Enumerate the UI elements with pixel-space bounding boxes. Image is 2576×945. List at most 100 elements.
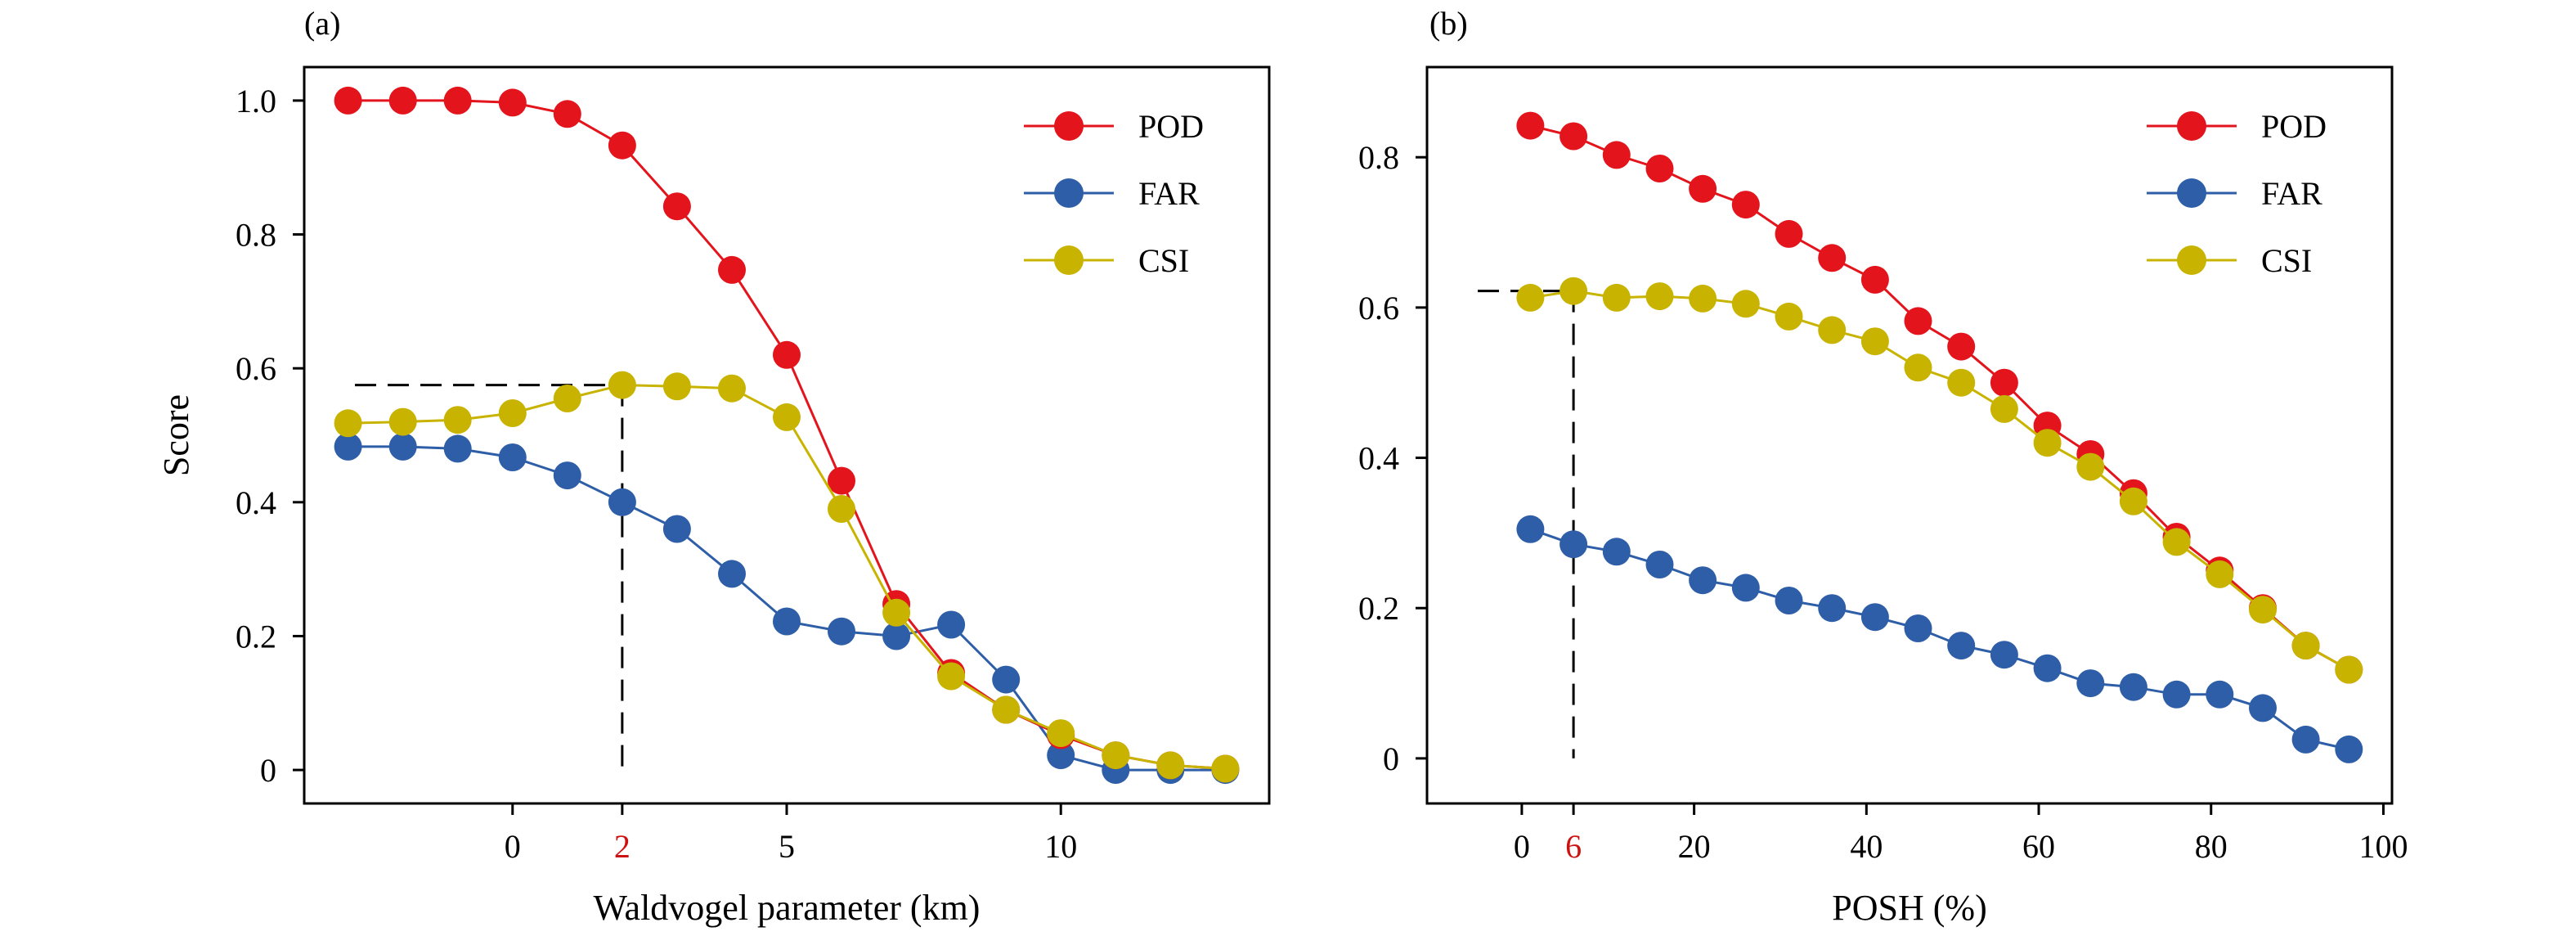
data-point-pod (1775, 219, 1803, 248)
data-point-csi (2206, 560, 2234, 588)
data-point-pod (498, 88, 527, 117)
data-point-csi (1860, 327, 1889, 356)
data-point-far (2033, 654, 2062, 682)
data-point-pod (1904, 307, 1932, 335)
data-point-far (2249, 694, 2277, 722)
panel-label: (a) (304, 5, 340, 42)
y-tick-label: 0.8 (236, 217, 276, 254)
y-tick-label: 0 (1383, 740, 1399, 777)
data-point-csi (937, 662, 966, 691)
data-point-far (1904, 614, 1932, 642)
y-tick-label: 0.6 (236, 350, 276, 387)
data-point-csi (1990, 394, 2018, 423)
legend-marker (1054, 111, 1084, 141)
data-point-pod (773, 340, 801, 369)
data-point-far (1775, 587, 1803, 614)
data-point-far (2335, 735, 2363, 763)
data-point-far (498, 443, 527, 471)
legend-marker (1054, 245, 1084, 275)
data-point-far (2119, 673, 2147, 701)
data-point-far (1818, 594, 1847, 623)
y-tick-label: 0.6 (1358, 290, 1399, 326)
data-point-far (388, 432, 417, 461)
data-point-csi (2249, 596, 2277, 624)
data-point-far (1516, 515, 1545, 543)
y-tick-label: 1.0 (236, 83, 276, 119)
data-point-csi (1602, 283, 1631, 312)
legend-marker (2177, 178, 2206, 208)
data-point-far (937, 610, 966, 639)
data-point-far (992, 665, 1021, 694)
data-point-csi (662, 372, 691, 401)
panel-label: (b) (1429, 5, 1468, 42)
series-pod (334, 86, 1240, 783)
series-line-pod (348, 99, 1226, 770)
series-line-pod (1530, 124, 2350, 671)
y-tick-label: 0.2 (236, 618, 276, 655)
series-csi (334, 371, 1240, 783)
x-tick-label: 80 (2195, 828, 2228, 865)
legend: POD FAR CSI (2147, 108, 2327, 279)
data-point-pod (1560, 122, 1588, 151)
y-tick-label: 0.8 (1358, 139, 1399, 176)
data-point-csi (1731, 290, 1760, 318)
data-point-csi (773, 403, 801, 431)
y-tick-label: 0.4 (1358, 440, 1399, 477)
x-tick-label: 0 (1514, 828, 1530, 865)
legend-label: CSI (1138, 242, 1189, 279)
data-point-far (1645, 551, 1674, 578)
data-point-pod (334, 86, 362, 115)
data-point-pod (1516, 111, 1545, 140)
x-tick-label: 2 (614, 828, 631, 865)
data-point-csi (1047, 719, 1075, 748)
data-point-csi (553, 385, 581, 412)
data-point-pod (1860, 265, 1889, 294)
data-point-far (1990, 641, 2018, 669)
series-line-csi (1530, 290, 2350, 671)
legend: POD FAR CSI (1024, 108, 1204, 279)
x-tick-label: 0 (505, 828, 521, 865)
data-point-csi (1102, 741, 1130, 770)
data-point-pod (828, 466, 855, 495)
data-point-far (882, 622, 911, 650)
data-point-pod (1947, 332, 1976, 361)
data-point-far (1731, 574, 1760, 602)
data-point-far (553, 461, 581, 490)
series-far (1516, 515, 2363, 763)
legend-label: FAR (1138, 175, 1200, 212)
data-point-far (718, 560, 746, 588)
data-point-far (2162, 680, 2191, 709)
y-tick-label: 0 (260, 752, 276, 789)
data-point-pod (1731, 191, 1760, 219)
legend-label: POD (1138, 108, 1204, 145)
data-point-far (2076, 669, 2105, 698)
x-tick-label: 100 (2358, 828, 2408, 865)
data-point-pod (1645, 155, 1674, 182)
data-point-far (1560, 530, 1588, 559)
data-point-csi (882, 598, 911, 627)
legend-label: FAR (2261, 175, 2322, 212)
panel-a: (a) 0 2 5 10 0 0.2 0.4 0.6 0.8 1.0 Waldvogel parame… (156, 5, 1271, 928)
data-point-csi (2162, 528, 2191, 556)
data-point-far (1947, 632, 1976, 660)
x-tick-label: 5 (779, 828, 795, 865)
x-tick-label: 40 (1850, 828, 1883, 865)
series-far (334, 432, 1240, 785)
data-point-far (2291, 725, 2320, 754)
data-point-far (773, 607, 801, 636)
data-point-csi (1645, 282, 1674, 311)
data-point-csi (1211, 754, 1240, 783)
data-point-pod (608, 131, 636, 160)
data-point-csi (992, 695, 1021, 724)
data-point-far (1860, 603, 1889, 632)
legend-label: CSI (2261, 242, 2312, 279)
series-csi (1516, 277, 2363, 684)
data-point-csi (1904, 353, 1932, 382)
x-tick-label: 6 (1565, 828, 1582, 865)
data-point-csi (1516, 283, 1545, 312)
legend-label: POD (2261, 108, 2327, 145)
data-point-pod (1689, 174, 1717, 203)
data-point-csi (2335, 655, 2363, 684)
data-point-csi (1156, 751, 1185, 780)
